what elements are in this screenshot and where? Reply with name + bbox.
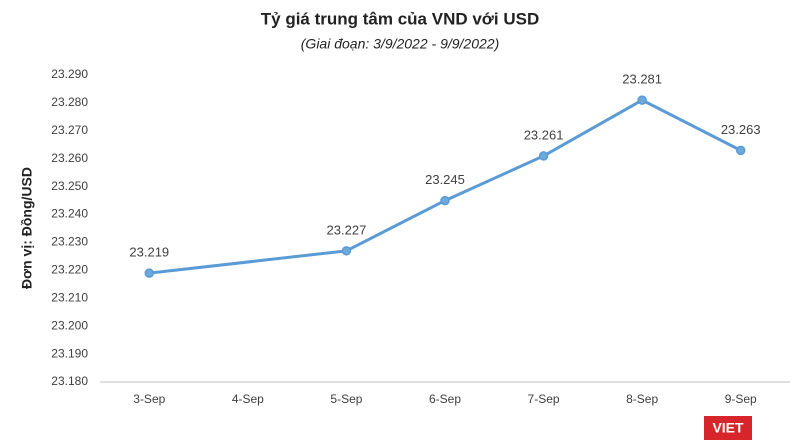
data-point xyxy=(341,246,352,256)
y-tick-label: 23.280 xyxy=(51,95,88,109)
data-label: 23.227 xyxy=(327,222,367,237)
y-tick-label: 23.260 xyxy=(51,151,88,165)
y-tick-label: 23.200 xyxy=(51,318,88,332)
watermark-box xyxy=(704,416,752,440)
series-line xyxy=(149,98,742,275)
data-label: 23.219 xyxy=(129,245,169,260)
y-tick-label: 23.270 xyxy=(51,123,88,137)
data-point xyxy=(144,268,155,278)
data-point xyxy=(735,145,746,156)
y-tick-label: 23.190 xyxy=(51,346,88,360)
x-tick-label: 8-Sep xyxy=(626,392,658,406)
x-tick-label: 4-Sep xyxy=(232,392,264,406)
y-tick-label: 23.240 xyxy=(51,207,88,221)
x-tick-label: 9-Sep xyxy=(725,392,757,406)
data-point xyxy=(538,151,549,161)
data-point xyxy=(637,95,647,105)
x-tick-label: 6-Sep xyxy=(429,392,461,406)
y-axis-label: Đơn vị: Đồng/USD xyxy=(19,167,35,289)
y-tick-label: 23.210 xyxy=(51,290,88,304)
y-tick-label: 23.180 xyxy=(51,374,88,388)
y-tick-label: 23.250 xyxy=(51,179,88,193)
data-point xyxy=(440,195,450,206)
data-label: 23.245 xyxy=(425,172,465,187)
data-label: 23.263 xyxy=(721,122,761,137)
y-tick-label: 23.230 xyxy=(51,235,88,249)
y-tick-label: 23.220 xyxy=(51,263,88,277)
x-tick-label: 7-Sep xyxy=(528,392,560,406)
data-label: 23.261 xyxy=(524,127,564,142)
y-tick-label: 23.290 xyxy=(51,67,88,81)
chart-title: Tỷ giá trung tâm của VND với USD xyxy=(261,9,539,28)
x-tick-label: 3-Sep xyxy=(133,392,165,406)
data-label: 23.281 xyxy=(622,72,662,87)
x-tick-label: 5-Sep xyxy=(330,392,362,406)
chart-subtitle: (Giai đoạn: 3/9/2022 - 9/9/2022) xyxy=(301,36,499,52)
watermark: VIET xyxy=(712,420,744,436)
